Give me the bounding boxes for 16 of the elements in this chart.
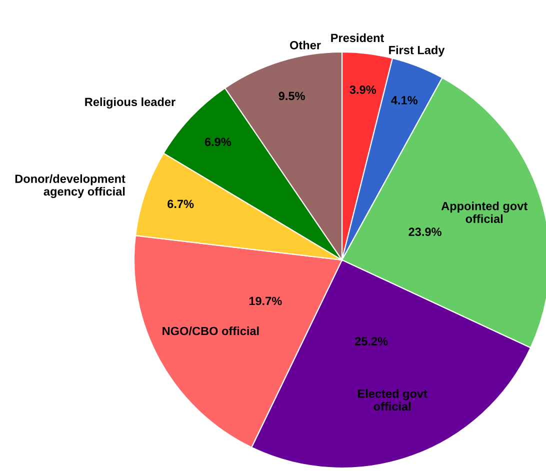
slice-label: Religious leader (85, 97, 176, 109)
data-label: 23.9% (408, 228, 442, 236)
slice-label: Other (290, 40, 321, 50)
data-label: 6.9% (204, 138, 232, 146)
slice-label: Donor/development agency official (15, 174, 126, 198)
slice-label: NGO/CBO official (162, 326, 259, 336)
data-label: 9.5% (278, 92, 305, 100)
data-label: 3.9% (350, 86, 376, 94)
data-label: 25.2% (355, 337, 388, 346)
slice-label: President (331, 33, 384, 42)
slice-label: Elected govt official (358, 389, 428, 411)
slice-label: Appointed govt official (441, 202, 528, 224)
slice-label: First Lady (389, 46, 445, 57)
data-label: 19.7% (249, 296, 282, 306)
data-label: 6.7% (168, 200, 194, 208)
data-label: 4.1% (391, 96, 418, 104)
